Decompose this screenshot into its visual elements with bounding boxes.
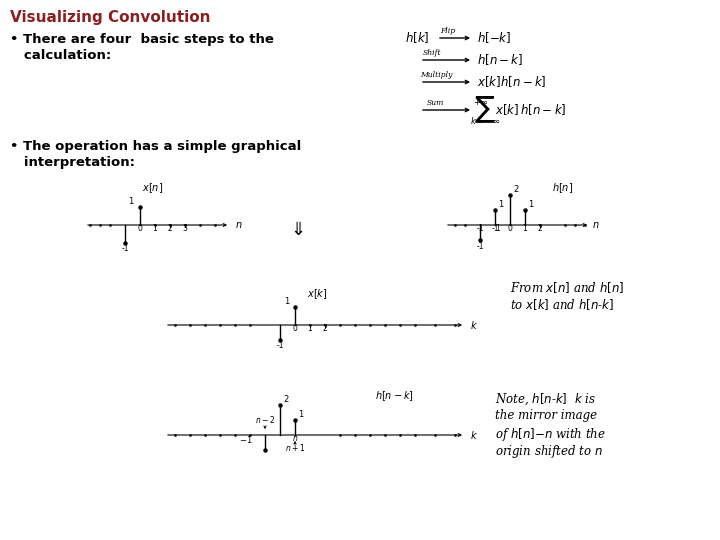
Text: Sum: Sum xyxy=(427,99,444,107)
Text: 2: 2 xyxy=(538,224,542,233)
Text: 0: 0 xyxy=(292,324,297,333)
Text: 3: 3 xyxy=(183,224,187,233)
Text: 1: 1 xyxy=(298,410,303,419)
Text: 1: 1 xyxy=(127,197,133,206)
Text: 1: 1 xyxy=(495,224,500,233)
Text: $n+1$: $n+1$ xyxy=(285,442,305,453)
Text: $x[k]$: $x[k]$ xyxy=(307,287,328,301)
Text: -1: -1 xyxy=(491,224,499,233)
Text: $n$: $n$ xyxy=(292,434,298,443)
Text: calculation:: calculation: xyxy=(10,49,112,62)
Text: $h[-k]$: $h[-k]$ xyxy=(477,31,511,45)
Text: $\Downarrow$: $\Downarrow$ xyxy=(287,221,303,239)
Text: -1: -1 xyxy=(121,244,129,253)
Text: $x[k]h[n-k]$: $x[k]h[n-k]$ xyxy=(477,75,546,90)
Text: $\sum$: $\sum$ xyxy=(474,94,495,125)
Text: -1: -1 xyxy=(476,242,484,251)
Text: 2: 2 xyxy=(168,224,172,233)
Text: $x[n]$: $x[n]$ xyxy=(142,181,163,195)
Text: Multiply: Multiply xyxy=(420,71,452,79)
Text: -1: -1 xyxy=(476,224,484,233)
Text: 0: 0 xyxy=(508,224,513,233)
Text: 1: 1 xyxy=(284,297,289,306)
Text: Flip: Flip xyxy=(440,27,455,35)
Text: $h[n-k]$: $h[n-k]$ xyxy=(375,389,414,403)
Text: $k{=}{-}\infty$: $k{=}{-}\infty$ xyxy=(470,114,500,125)
Text: -1: -1 xyxy=(276,341,284,350)
Text: From $x[n]$ and $h[n]$: From $x[n]$ and $h[n]$ xyxy=(510,280,624,295)
Text: 2: 2 xyxy=(513,185,518,194)
Text: to $x[k]$ and $h[n$-$k]$: to $x[k]$ and $h[n$-$k]$ xyxy=(510,297,614,312)
Text: the mirror image: the mirror image xyxy=(495,409,597,422)
Text: $n$: $n$ xyxy=(235,220,243,230)
Text: interpretation:: interpretation: xyxy=(10,156,135,169)
Text: $n$: $n$ xyxy=(592,220,600,230)
Text: Shift: Shift xyxy=(423,49,441,57)
Text: • There are four  basic steps to the: • There are four basic steps to the xyxy=(10,33,274,46)
Text: 1: 1 xyxy=(307,324,312,333)
Text: 2: 2 xyxy=(323,324,328,333)
Text: $+\infty$: $+\infty$ xyxy=(473,97,488,107)
Text: $n-2$: $n-2$ xyxy=(255,414,275,425)
Text: • The operation has a simple graphical: • The operation has a simple graphical xyxy=(10,140,301,153)
Text: 2: 2 xyxy=(283,395,288,404)
Text: 1: 1 xyxy=(528,200,534,209)
Text: 1: 1 xyxy=(523,224,527,233)
Text: $-1$: $-1$ xyxy=(240,434,253,445)
Text: $h[k]$: $h[k]$ xyxy=(405,31,429,45)
Text: $h[n]$: $h[n]$ xyxy=(552,181,573,195)
Text: $h[n-k]$: $h[n-k]$ xyxy=(477,52,523,68)
Text: 1: 1 xyxy=(498,200,503,209)
Text: $k$: $k$ xyxy=(470,429,478,441)
Text: $x[k]\,h[n-k]$: $x[k]\,h[n-k]$ xyxy=(495,103,567,118)
Text: 0: 0 xyxy=(138,224,143,233)
Text: $k$: $k$ xyxy=(470,319,478,331)
Text: of $h[n]{-}n$ with the: of $h[n]{-}n$ with the xyxy=(495,426,606,443)
Text: Visualizing Convolution: Visualizing Convolution xyxy=(10,10,210,25)
Text: origin shifted to $n$: origin shifted to $n$ xyxy=(495,443,603,460)
Text: Note, $h[n$-$k]$  $k$ is: Note, $h[n$-$k]$ $k$ is xyxy=(495,392,596,408)
Text: 1: 1 xyxy=(153,224,158,233)
